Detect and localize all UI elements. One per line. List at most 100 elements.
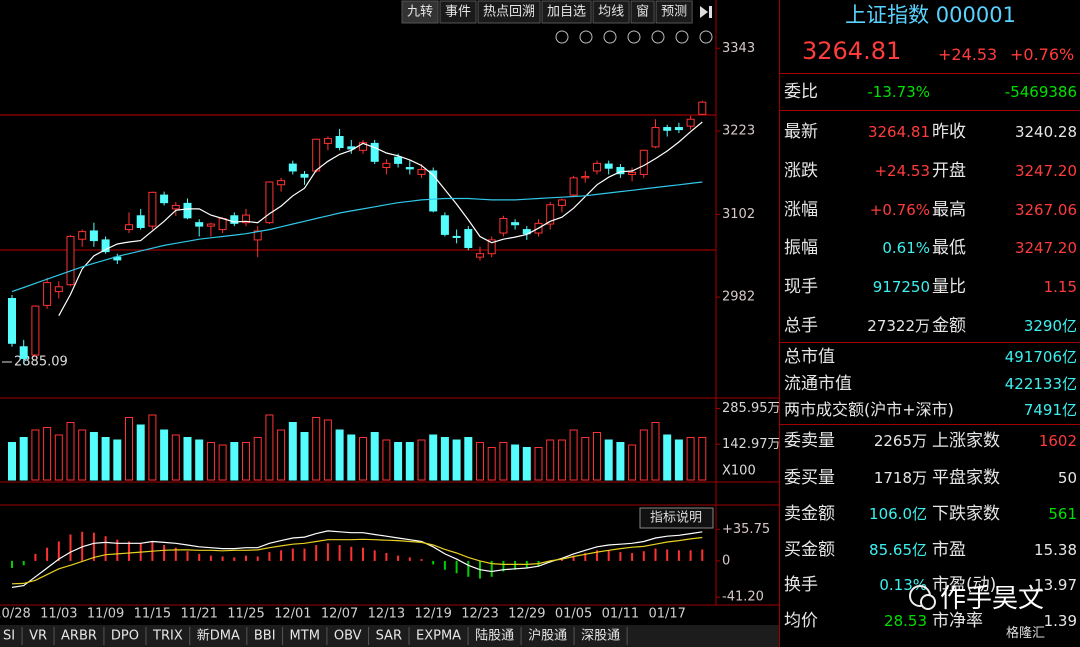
tool-icon[interactable] — [627, 30, 641, 44]
toolbar-label: 热点回溯 — [483, 4, 535, 20]
toolbar-button[interactable] — [477, 0, 541, 24]
quote-text: 总手 — [784, 316, 818, 336]
tab-label[interactable]: ARBR — [61, 629, 97, 644]
tab-label[interactable]: OBV — [334, 629, 362, 644]
toolbar-button[interactable] — [630, 0, 655, 24]
separator — [780, 73, 1080, 74]
x-tick-label: 10/28 — [0, 607, 31, 622]
x-tick-label: 12/23 — [461, 607, 498, 622]
quote-text: 金额 — [932, 316, 966, 336]
candle-body — [312, 138, 321, 172]
toolbar-button[interactable] — [541, 0, 592, 24]
chart-area: 2885.09 X100 指标说明 九转 事件 热点回溯 加自选 均线窗预测334332… — [0, 0, 779, 647]
separator — [780, 424, 1080, 425]
x-tick-label: 12/19 — [414, 607, 451, 622]
candle-body — [218, 218, 227, 231]
x-tick-label: 11/03 — [40, 607, 77, 622]
tab-label[interactable]: SI — [3, 629, 15, 644]
candle-body — [604, 163, 613, 169]
tab-label[interactable]: EXPMA — [416, 629, 461, 644]
candle-body — [242, 214, 250, 224]
candle-body — [8, 297, 16, 344]
x-tick-label: 11/15 — [134, 607, 171, 622]
tab-label[interactable]: TRIX — [152, 629, 183, 644]
tab-label[interactable]: SAR — [376, 629, 402, 644]
tab-label[interactable]: BBI — [254, 629, 276, 644]
tool-icon[interactable] — [699, 30, 713, 44]
tab-label[interactable]: 新DMA — [197, 628, 240, 644]
tab-label[interactable]: 深股通 — [581, 629, 620, 644]
toolbar-arrow[interactable] — [700, 6, 708, 18]
candle-body — [323, 138, 332, 144]
volume-bar — [557, 439, 566, 481]
quote-text: 2265万 — [873, 432, 927, 450]
tab-label[interactable]: 陆股通 — [475, 628, 514, 644]
candle-body — [300, 173, 309, 178]
toolbar-button[interactable] — [439, 0, 477, 24]
quote-text: +24.53 — [938, 45, 998, 64]
volume-bar — [487, 447, 496, 481]
ma-line — [11, 181, 703, 293]
quote-text: 现手 — [784, 277, 818, 297]
y-tick-label: -41.20 — [722, 590, 764, 605]
volume-bar — [288, 422, 297, 481]
toolbar-button[interactable] — [592, 0, 630, 24]
volume-bar — [230, 442, 239, 481]
quote-text: 1.15 — [1043, 278, 1077, 296]
volume-bar — [616, 442, 625, 481]
tab-label[interactable]: DPO — [111, 629, 139, 644]
x-tick-label: 11/09 — [87, 607, 124, 622]
indicator-help-button[interactable] — [639, 507, 714, 529]
candle-body — [499, 218, 508, 234]
quote-text: 均价 — [784, 611, 818, 631]
x-tick-label: 12/29 — [508, 607, 545, 622]
toolbar-button[interactable] — [655, 0, 693, 24]
x-tick-label: 12/01 — [274, 607, 311, 622]
quote-text: 0.61% — [882, 239, 930, 257]
candle-body — [405, 167, 414, 170]
candle-body — [370, 142, 379, 162]
candle-body — [639, 149, 648, 175]
x-tick-label: 01/11 — [602, 607, 639, 622]
candle-body — [452, 235, 461, 238]
toolbar-label: 预测 — [661, 5, 687, 20]
quote-text: 15.38 — [1034, 541, 1077, 559]
tool-icon[interactable] — [651, 30, 665, 44]
volume-bar — [476, 442, 484, 481]
volume-bar — [359, 437, 367, 481]
candle-body — [557, 199, 566, 206]
volume-bar — [394, 442, 403, 481]
x-tick-label: 12/13 — [368, 607, 405, 622]
toolbar-label: 加自选 — [547, 5, 586, 20]
volume-bar — [546, 439, 555, 481]
candle-body — [663, 127, 672, 131]
volume-bar — [253, 437, 262, 481]
candle-body — [394, 156, 403, 164]
toolbar-button[interactable] — [401, 0, 439, 24]
tab-label[interactable]: 沪股通 — [528, 628, 567, 644]
candle-body — [359, 142, 367, 151]
indicator-help-label: 指标说明 — [650, 511, 702, 526]
tab-label[interactable]: MTM — [290, 629, 320, 644]
candle-body — [89, 230, 98, 242]
volume-bar — [499, 442, 508, 481]
tool-icon[interactable] — [603, 30, 617, 44]
tab-label[interactable]: VR — [29, 629, 47, 644]
candle-body — [440, 215, 449, 235]
candle-body — [674, 127, 683, 131]
tool-icon[interactable] — [579, 30, 593, 44]
candle-body — [277, 180, 286, 186]
candle-body — [183, 202, 192, 219]
candle-body — [288, 163, 297, 172]
volume-bar — [171, 434, 180, 481]
tool-icon[interactable] — [555, 30, 569, 44]
volume-bar — [464, 437, 473, 481]
volume-bar — [452, 439, 461, 481]
tool-icon[interactable] — [675, 30, 689, 44]
x-tick-label: 11/25 — [227, 607, 264, 622]
volume-bar — [312, 417, 321, 481]
quote-text: 最新 — [784, 122, 818, 142]
x-tick-label: 01/17 — [648, 607, 685, 622]
volume-bar — [265, 414, 274, 481]
